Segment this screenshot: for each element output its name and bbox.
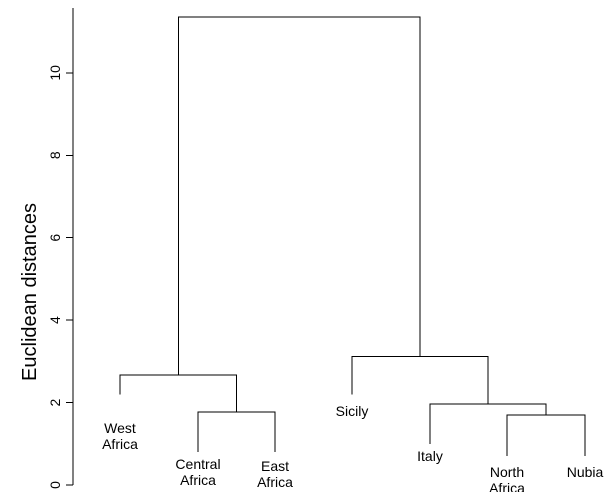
merge-link-m2 [119,374,237,413]
y-tick-label: 4 [47,316,63,324]
y-tick-label: 10 [47,65,63,81]
leaf-labels: West Africa Central Africa East Africa Sicily I… [102,403,603,492]
leaf-label-sicily: Sicily [336,403,369,419]
merge-link-m1 [197,411,276,453]
y-tick-label: 0 [47,481,63,489]
leaf-label-west-africa: West Africa [102,420,138,452]
y-axis-title: Euclidean distances [19,203,41,381]
dendrogram-links [119,16,586,457]
leaf-label-east-africa: East Africa [257,458,293,490]
leaf-label-central-africa: Central Africa [175,456,220,488]
y-tick-label: 6 [47,234,63,242]
merge-link-m6 [177,16,421,375]
leaf-label-nubia: Nubia [567,464,604,480]
leaf-label-north-africa: North Africa [489,464,525,492]
y-tick-label: 2 [47,398,63,406]
merge-link-m4 [429,403,547,444]
y-axis: 0 2 4 6 8 10 [47,8,74,489]
merge-link-m3 [506,414,586,457]
merge-link-m5 [351,355,489,404]
leaf-label-italy: Italy [417,448,443,464]
y-tick-label: 8 [47,151,63,159]
